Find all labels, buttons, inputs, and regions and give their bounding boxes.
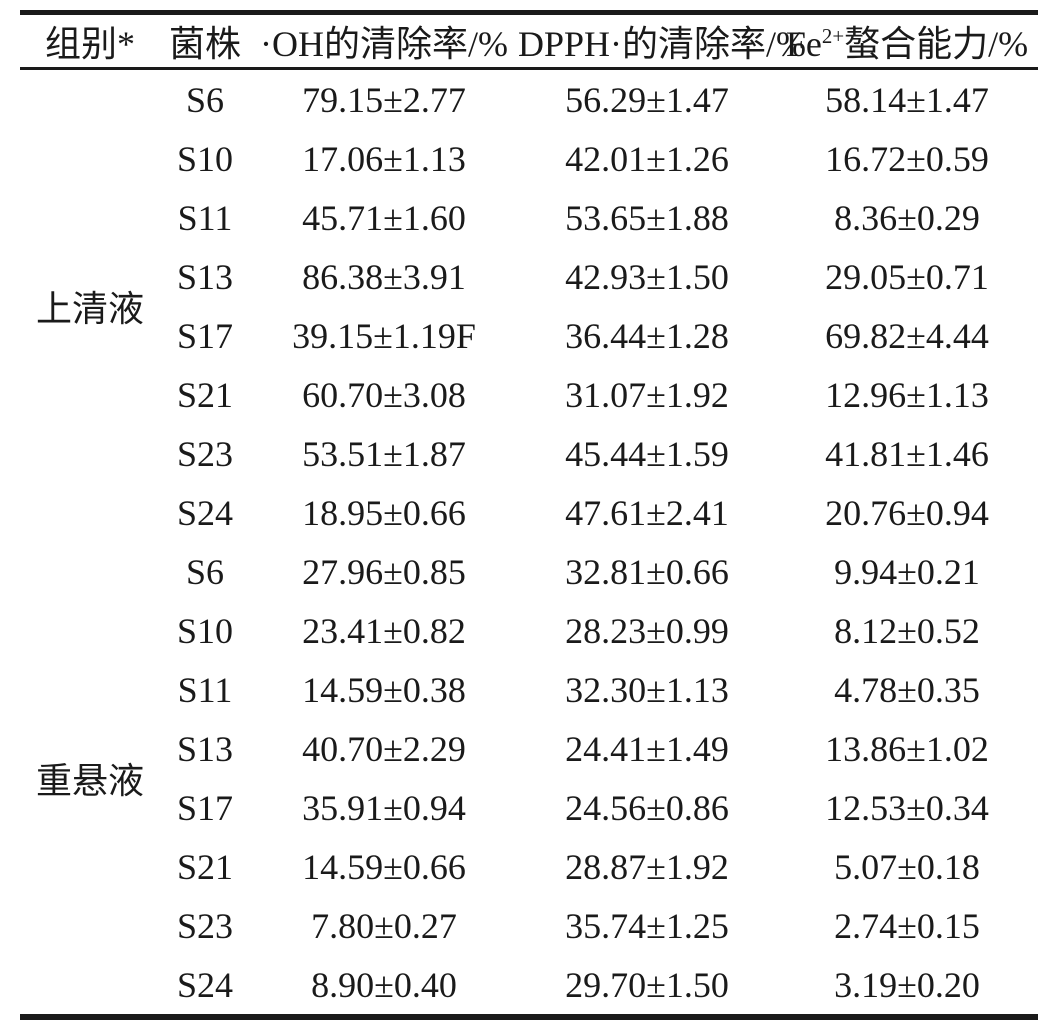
- dpph-value-cell: 47.61±2.41: [565, 492, 729, 533]
- oh-value-cell: 27.96±0.85: [302, 551, 466, 592]
- table-row: S10 17.06±1.13 42.01±1.26 16.72±0.59: [20, 129, 1038, 188]
- col-header-fe: Fe2+螯合能力/%: [776, 12, 1038, 70]
- fe-value-cell: 20.76±0.94: [825, 492, 989, 533]
- fe-value-cell: 3.19±0.20: [834, 964, 980, 1005]
- fe-label-base: Fe: [785, 24, 822, 64]
- oh-value-cell: 79.15±2.77: [302, 79, 466, 120]
- dpph-value-cell: 24.56±0.86: [565, 787, 729, 828]
- group-label-supernatant: 上清液: [35, 289, 144, 329]
- fe-value-cell: 4.78±0.35: [834, 669, 980, 710]
- strain-cell: S24: [176, 492, 234, 533]
- dpph-value-cell: 56.29±1.47: [565, 79, 729, 120]
- table-row: 重悬液 S6 27.96±0.85 32.81±0.66 9.94±0.21: [20, 542, 1038, 802]
- strain-cell: S6: [185, 79, 225, 120]
- oh-value-cell: 45.71±1.60: [302, 197, 466, 238]
- header-row: 组别* 菌株 ·OH的清除率/% DPPH·的清除率/% Fe2+螯合能力/%: [20, 12, 1038, 70]
- strain-cell: S10: [176, 610, 234, 651]
- dpph-value-cell: 32.30±1.13: [565, 669, 729, 710]
- strain-cell: S11: [177, 669, 233, 710]
- table-row: S23 7.80±0.27 35.74±1.25 2.74±0.15: [20, 896, 1038, 955]
- dpph-value-cell: 53.65±1.88: [565, 197, 729, 238]
- strain-cell: S21: [176, 374, 234, 415]
- strain-cell: S23: [176, 433, 234, 474]
- table-row: S11 45.71±1.60 53.65±1.88 8.36±0.29: [20, 188, 1038, 247]
- fe-value-cell: 58.14±1.47: [825, 79, 989, 120]
- table-row: S23 53.51±1.87 45.44±1.59 41.81±1.46: [20, 424, 1038, 483]
- oh-value-cell: 53.51±1.87: [302, 433, 466, 474]
- dpph-value-cell: 32.81±0.66: [565, 551, 729, 592]
- dpph-value-cell: 35.74±1.25: [565, 905, 729, 946]
- dpph-value-cell: 28.23±0.99: [565, 610, 729, 651]
- table-row: S11 14.59±0.38 32.30±1.13 4.78±0.35: [20, 660, 1038, 719]
- dpph-value-cell: 36.44±1.28: [565, 315, 729, 356]
- fe-value-cell: 13.86±1.02: [825, 728, 989, 769]
- col-header-dpph: DPPH·的清除率/%: [518, 12, 806, 70]
- fe-value-cell: 9.94±0.21: [834, 551, 980, 592]
- fe-value-cell: 41.81±1.46: [825, 433, 989, 474]
- fe-value-cell: 12.96±1.13: [825, 374, 989, 415]
- table-row: S24 18.95±0.66 47.61±2.41 20.76±0.94: [20, 483, 1038, 542]
- dpph-value-cell: 42.93±1.50: [565, 256, 729, 297]
- strain-cell: S17: [176, 315, 234, 356]
- strain-cell: S17: [176, 787, 234, 828]
- fe-value-cell: 12.53±0.34: [825, 787, 989, 828]
- strain-cell: S24: [176, 964, 234, 1005]
- oh-value-cell: 23.41±0.82: [302, 610, 466, 651]
- oh-value-cell: 40.70±2.29: [302, 728, 466, 769]
- fe-value-cell: 8.36±0.29: [834, 197, 980, 238]
- table-row: S24 8.90±0.40 29.70±1.50 3.19±0.20: [20, 955, 1038, 1017]
- fe-value-cell: 16.72±0.59: [825, 138, 989, 179]
- oh-value-cell: 35.91±0.94: [302, 787, 466, 828]
- oh-value-cell: 18.95±0.66: [302, 492, 466, 533]
- oh-value-cell: 8.90±0.40: [311, 964, 457, 1005]
- table-row: S21 14.59±0.66 28.87±1.92 5.07±0.18: [20, 837, 1038, 896]
- fe-value-cell: 5.07±0.18: [834, 846, 980, 887]
- dpph-value-cell: 28.87±1.92: [565, 846, 729, 887]
- table-row: S10 23.41±0.82 28.23±0.99 8.12±0.52: [20, 601, 1038, 660]
- oh-value-cell: 86.38±3.91: [302, 256, 466, 297]
- strain-cell: S11: [177, 197, 233, 238]
- group-label-resuspension: 重悬液: [35, 761, 144, 801]
- table-row: S21 60.70±3.08 31.07±1.92 12.96±1.13: [20, 365, 1038, 424]
- table-row: S17 39.15±1.19F 36.44±1.28 69.82±4.44: [20, 306, 1038, 365]
- fe-label-rest: 螯合能力/%: [844, 24, 1029, 64]
- fe-value-cell: 2.74±0.15: [834, 905, 980, 946]
- dpph-value-cell: 24.41±1.49: [565, 728, 729, 769]
- antioxidant-table: 组别* 菌株 ·OH的清除率/% DPPH·的清除率/% Fe2+螯合能力/% …: [20, 10, 1038, 1020]
- fe-value-cell: 69.82±4.44: [825, 315, 989, 356]
- oh-value-cell: 60.70±3.08: [302, 374, 466, 415]
- col-header-strain: 菌株: [160, 12, 250, 70]
- strain-cell: S13: [176, 256, 234, 297]
- strain-cell: S23: [176, 905, 234, 946]
- dpph-value-cell: 45.44±1.59: [565, 433, 729, 474]
- dpph-value-cell: 29.70±1.50: [565, 964, 729, 1005]
- dpph-value-cell: 42.01±1.26: [565, 138, 729, 179]
- oh-value-cell: 14.59±0.38: [302, 669, 466, 710]
- fe-value-cell: 8.12±0.52: [834, 610, 980, 651]
- strain-cell: S6: [185, 551, 225, 592]
- table-row: 上清液 S6 79.15±2.77 56.29±1.47 58.14±1.47: [20, 69, 1038, 330]
- dpph-value-cell: 31.07±1.92: [565, 374, 729, 415]
- oh-value-cell: 17.06±1.13: [302, 138, 466, 179]
- oh-value-cell: 39.15±1.19F: [292, 315, 476, 356]
- col-header-oh: ·OH的清除率/%: [250, 12, 518, 70]
- strain-cell: S10: [176, 138, 234, 179]
- table-row: S13 40.70±2.29 24.41±1.49 13.86±1.02: [20, 719, 1038, 778]
- strain-cell: S21: [176, 846, 234, 887]
- fe-label-superscript: 2+: [821, 24, 845, 48]
- table-row: S13 86.38±3.91 42.93±1.50 29.05±0.71: [20, 247, 1038, 306]
- col-header-group: 组别*: [20, 12, 160, 70]
- table-row: S17 35.91±0.94 24.56±0.86 12.53±0.34: [20, 778, 1038, 837]
- oh-value-cell: 14.59±0.66: [302, 846, 466, 887]
- fe-value-cell: 29.05±0.71: [825, 256, 989, 297]
- strain-cell: S13: [176, 728, 234, 769]
- oh-value-cell: 7.80±0.27: [311, 905, 457, 946]
